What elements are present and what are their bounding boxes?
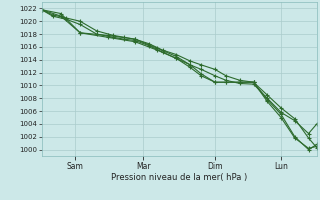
- X-axis label: Pression niveau de la mer( hPa ): Pression niveau de la mer( hPa ): [111, 173, 247, 182]
